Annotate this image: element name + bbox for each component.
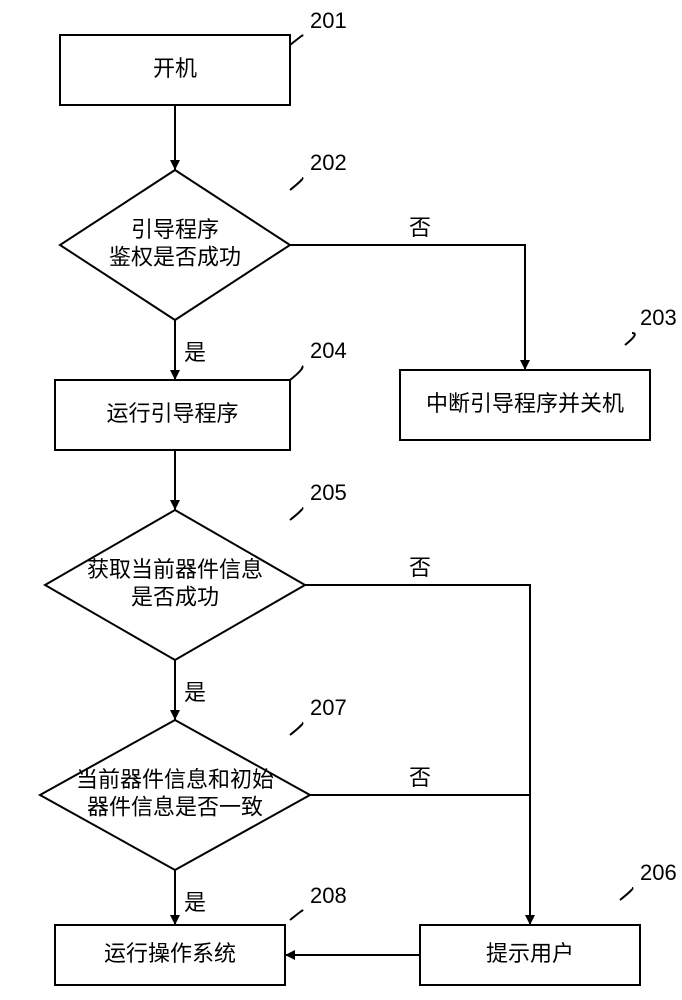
node-label: 运行引导程序 [106, 401, 238, 426]
node-label: 引导程序 [131, 217, 219, 242]
node-label: 器件信息是否一致 [87, 795, 263, 820]
edge-label: 否 [409, 555, 431, 580]
node-label: 运行操作系统 [104, 941, 236, 966]
ref-number: 205 [310, 480, 347, 505]
ref-number: 202 [310, 150, 347, 175]
ref-number: 207 [310, 695, 347, 720]
edge-label: 是 [184, 680, 206, 705]
ref-number: 206 [640, 860, 677, 885]
node-label: 是否成功 [131, 585, 219, 610]
ref-number: 204 [310, 338, 347, 363]
node-label: 鉴权是否成功 [109, 245, 241, 270]
ref-number: 201 [310, 8, 347, 33]
ref-number: 208 [310, 883, 347, 908]
edge-label: 否 [409, 765, 431, 790]
edge-label: 是 [184, 890, 206, 915]
node-label: 提示用户 [486, 941, 574, 966]
edge-label: 是 [184, 340, 206, 365]
node-label: 获取当前器件信息 [87, 557, 263, 582]
node-label: 中断引导程序并关机 [426, 391, 624, 416]
node-label: 当前器件信息和初始 [76, 767, 274, 792]
node-label: 开机 [153, 56, 197, 81]
ref-number: 203 [640, 305, 677, 330]
edge-label: 否 [409, 215, 431, 240]
